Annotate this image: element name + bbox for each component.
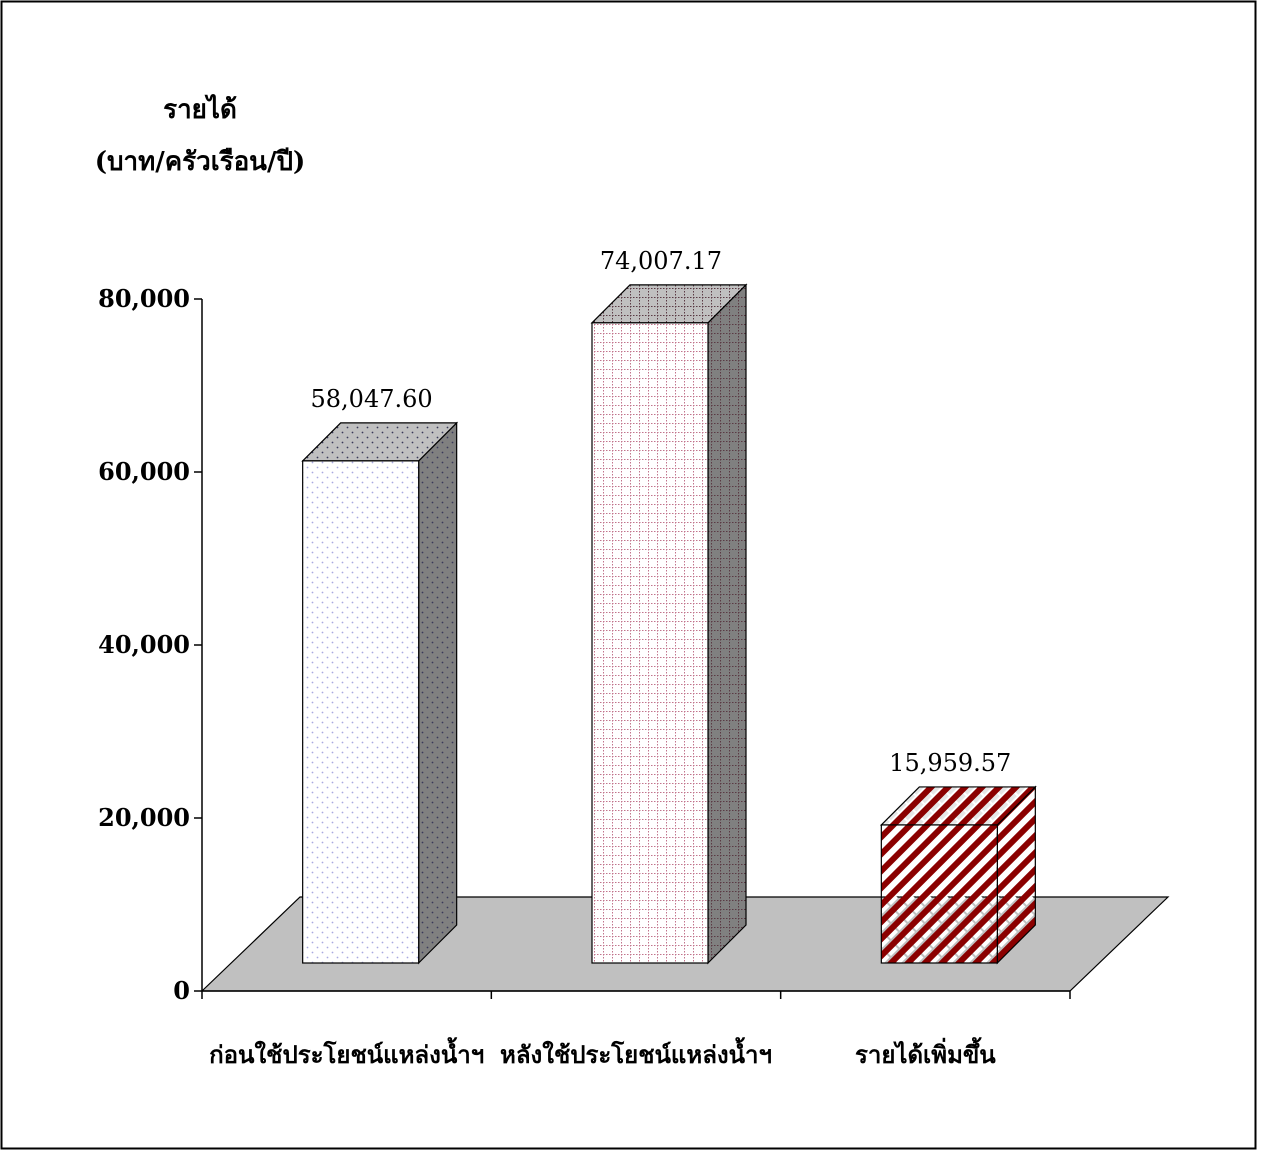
y-tick-label: 0 bbox=[173, 976, 190, 1005]
bar-front-face bbox=[302, 460, 420, 964]
x-category-label: ก่อนใช้ประโยชน์แหล่งน้ำฯ bbox=[209, 1036, 484, 1069]
bar-front-face bbox=[591, 322, 709, 964]
y-axis-label: รายได้ bbox=[163, 93, 237, 125]
x-category-label: รายได้เพิ่มขึ้น bbox=[855, 1036, 996, 1069]
bar bbox=[590, 283, 748, 965]
x-category-label: หลังใช้ประโยชน์แหล่งน้ำฯ bbox=[500, 1036, 772, 1069]
bar-side-face bbox=[707, 283, 747, 965]
bar bbox=[301, 421, 459, 965]
bar-front-face bbox=[880, 824, 998, 964]
bar-value-label: 58,047.60 bbox=[311, 385, 433, 413]
bar bbox=[879, 785, 1037, 965]
bar-side-face bbox=[418, 421, 458, 965]
bar-value-label: 74,007.17 bbox=[600, 247, 722, 275]
y-tick-label: 80,000 bbox=[98, 284, 190, 313]
y-tick-label: 40,000 bbox=[98, 630, 190, 659]
labels-layer: 58,047.60 ก่อนใช้ประโยชน์แหล่งน้ำฯ 74,007.… bbox=[209, 247, 1011, 1069]
y-axis-unit-label: (บาท/ครัวเรือน/ปี) bbox=[95, 147, 306, 177]
axis-layer: 0 20,000 40,000 60,000 80,000 bbox=[98, 284, 1071, 1005]
y-tick-label: 60,000 bbox=[98, 457, 190, 486]
y-tick-label: 20,000 bbox=[98, 803, 190, 832]
bars-layer bbox=[301, 283, 1037, 965]
bar-value-label: 15,959.57 bbox=[889, 749, 1011, 777]
